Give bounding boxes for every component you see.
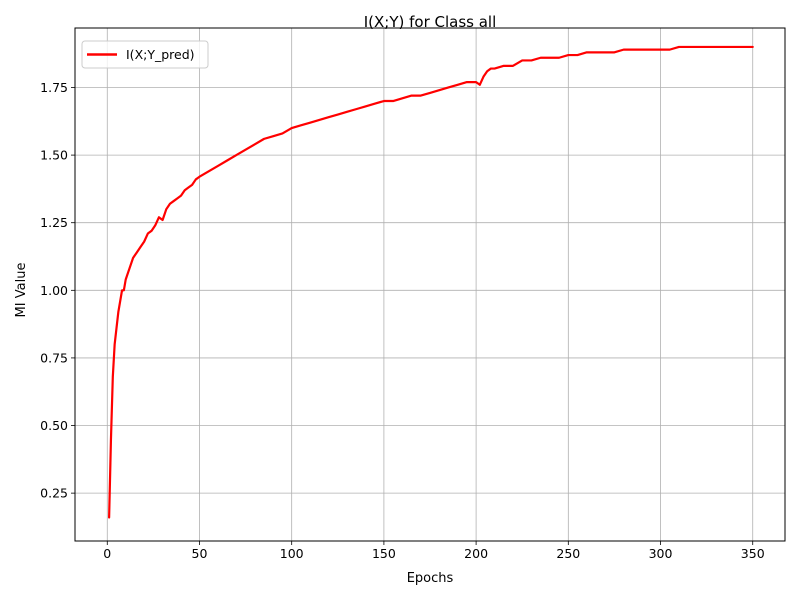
x-tick-label: 250 <box>556 546 580 561</box>
y-tick-label: 0.50 <box>40 418 68 433</box>
legend-label: I(X;Y_pred) <box>126 47 195 62</box>
series-line <box>108 45 754 519</box>
legend-box <box>81 40 209 69</box>
y-tick-label: 1.00 <box>40 283 68 298</box>
x-tick-label: 150 <box>372 546 396 561</box>
legend: I(X;Y_pred) <box>81 40 209 69</box>
x-tick-label: 300 <box>649 546 673 561</box>
x-axis-ticks: 0 50 100 150 200 250 300 350 <box>103 541 765 561</box>
x-tick-label: 0 <box>103 546 111 561</box>
x-tick-label: 350 <box>741 546 765 561</box>
series-layer <box>108 45 754 519</box>
x-axis-label: Epochs <box>407 571 454 586</box>
y-axis-label: MI Value <box>14 263 29 318</box>
y-tick-label: 1.75 <box>40 80 68 95</box>
chart-title: I(X;Y) for Class all <box>364 13 497 31</box>
x-tick-label: 50 <box>192 546 208 561</box>
y-tick-label: 1.25 <box>40 215 68 230</box>
y-tick-label: 0.75 <box>40 350 68 365</box>
y-axis-ticks: 0.25 0.50 0.75 1.00 1.25 1.50 1.75 <box>40 80 75 501</box>
y-tick-label: 1.50 <box>40 148 68 163</box>
axes-frame <box>74 27 786 542</box>
x-tick-label: 100 <box>280 546 304 561</box>
grid-lines <box>75 28 785 541</box>
axes-border <box>74 27 786 542</box>
x-tick-label: 200 <box>464 546 488 561</box>
y-tick-label: 0.25 <box>40 486 68 501</box>
